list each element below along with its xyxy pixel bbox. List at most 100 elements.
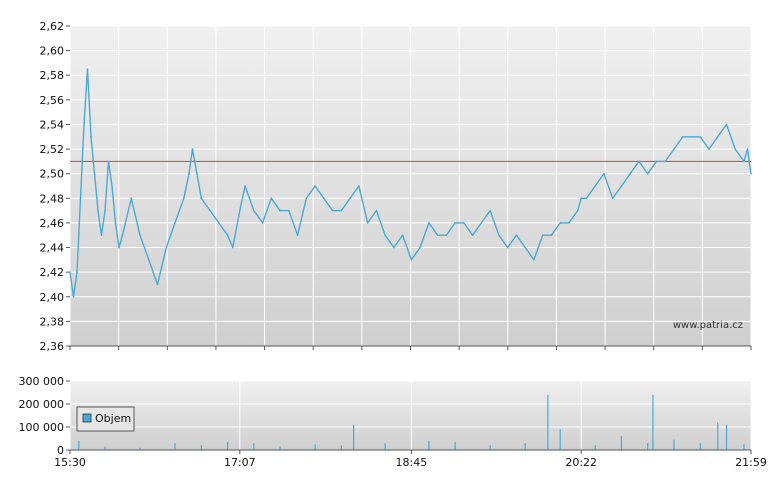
price-point xyxy=(463,222,465,224)
price-point xyxy=(580,197,582,200)
price-point xyxy=(401,234,404,237)
price-point xyxy=(218,222,220,224)
price-point xyxy=(436,234,439,237)
price-point xyxy=(111,185,113,187)
price-point xyxy=(524,246,526,249)
price-point xyxy=(232,246,234,249)
price-point xyxy=(375,209,378,212)
price-point xyxy=(445,234,448,237)
price-point xyxy=(76,271,78,273)
price-point xyxy=(750,172,752,175)
price-point xyxy=(673,148,675,150)
price-point xyxy=(93,172,96,175)
price-point xyxy=(239,209,241,212)
time-tick-label: 20:22 xyxy=(565,456,597,469)
price-point xyxy=(480,222,483,224)
price-point xyxy=(699,135,702,138)
price-point xyxy=(191,148,194,150)
volume-y-tick-label: 0 xyxy=(57,444,64,457)
price-point xyxy=(646,172,649,175)
price-y-tick-label: 2,48 xyxy=(40,192,65,205)
price-point xyxy=(90,135,92,138)
price-point xyxy=(708,148,710,150)
price-point xyxy=(349,197,351,200)
volume-x-axis: 15:30 17:07 18:45 20:22 21:59 xyxy=(54,450,767,469)
price-point xyxy=(188,172,190,175)
volume-y-axis: 0 100 000 200 000 300 000 xyxy=(19,375,70,457)
price-point xyxy=(393,246,395,249)
price-point xyxy=(209,209,211,212)
price-point xyxy=(331,209,334,212)
time-tick-label: 21:59 xyxy=(735,456,767,469)
price-y-tick-label: 2,60 xyxy=(40,45,65,58)
price-point xyxy=(541,234,544,237)
price-point xyxy=(454,222,456,224)
price-point xyxy=(690,135,693,138)
price-point xyxy=(114,222,117,224)
price-point xyxy=(104,209,106,212)
price-y-tick-label: 2,54 xyxy=(40,118,65,131)
price-point xyxy=(550,234,553,237)
price-series-line xyxy=(69,68,752,298)
price-point xyxy=(506,246,509,249)
price-point xyxy=(86,68,89,70)
price-point xyxy=(261,222,264,224)
volume-chart-panel: 0 100 000 200 000 300 000 15:30 17:07 18:45 20… xyxy=(19,375,767,469)
price-point xyxy=(629,172,632,175)
price-point xyxy=(725,123,728,126)
volume-y-tick-label: 100 000 xyxy=(19,421,65,434)
price-point xyxy=(515,234,518,237)
price-point xyxy=(603,172,605,175)
price-y-tick-label: 2,42 xyxy=(40,266,65,279)
volume-y-tick-label: 300 000 xyxy=(19,375,65,388)
price-point xyxy=(410,259,413,261)
price-point xyxy=(358,185,360,187)
price-point xyxy=(72,295,75,298)
price-point xyxy=(107,160,110,163)
price-point xyxy=(118,246,120,249)
price-point xyxy=(638,160,640,163)
price-point xyxy=(746,148,749,150)
price-y-tick-label: 2,52 xyxy=(40,143,65,156)
watermark: www.patria.cz xyxy=(673,320,743,331)
price-point xyxy=(270,197,273,200)
price-point xyxy=(594,185,596,187)
time-tick-label: 18:45 xyxy=(396,456,428,469)
price-chart-panel: 2,36 2,38 2,40 2,42 2,44 2,46 2,48 2,50 2,52 2,54… xyxy=(40,20,752,353)
price-point xyxy=(568,222,570,224)
price-point xyxy=(79,197,82,200)
price-point xyxy=(139,234,141,237)
price-y-tick-label: 2,46 xyxy=(40,217,65,230)
price-point xyxy=(559,222,561,224)
price-point xyxy=(279,209,281,212)
price-point xyxy=(428,222,430,224)
price-point xyxy=(498,234,500,237)
price-point xyxy=(165,246,168,249)
time-tick-label: 15:30 xyxy=(54,456,86,469)
price-point xyxy=(620,185,623,187)
price-y-tick-label: 2,62 xyxy=(40,20,65,33)
price-point xyxy=(323,197,325,200)
price-point xyxy=(69,271,71,273)
price-point xyxy=(200,197,203,200)
price-point xyxy=(288,209,290,212)
price-grid xyxy=(69,25,752,347)
price-point xyxy=(182,197,185,200)
price-point xyxy=(419,246,421,249)
price-point xyxy=(576,209,579,212)
price-point xyxy=(384,234,386,237)
volume-y-tick-label: 200 000 xyxy=(19,398,65,411)
price-point xyxy=(611,197,614,200)
price-point xyxy=(244,185,246,187)
price-point xyxy=(305,197,308,200)
price-y-axis: 2,36 2,38 2,40 2,42 2,44 2,46 2,48 2,50 2,52 2,54… xyxy=(40,20,70,353)
price-point xyxy=(585,197,588,200)
price-point xyxy=(100,234,103,237)
price-y-tick-label: 2,58 xyxy=(40,69,65,82)
price-point xyxy=(156,283,159,286)
price-y-tick-label: 2,50 xyxy=(40,168,65,181)
price-x-ticks xyxy=(69,346,752,350)
price-point xyxy=(716,135,719,138)
